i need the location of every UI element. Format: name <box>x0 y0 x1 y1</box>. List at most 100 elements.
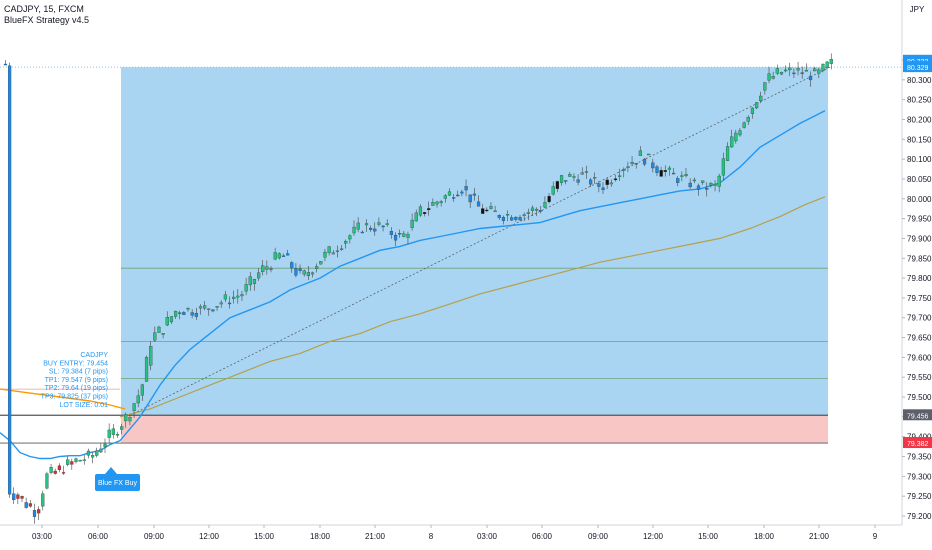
y-tick-label: 80.050 <box>907 175 932 184</box>
candle-body <box>829 59 833 64</box>
candle-body <box>705 188 709 190</box>
candle-body <box>410 219 414 228</box>
candle-body <box>203 305 207 309</box>
candle-body <box>53 470 57 474</box>
candle-body <box>663 170 667 172</box>
candle-body <box>360 231 364 234</box>
candle-body <box>493 210 497 213</box>
candle-body <box>66 459 70 465</box>
candle-body <box>323 251 327 258</box>
candle-body <box>298 268 302 271</box>
candle-body <box>290 262 294 269</box>
candle-body <box>775 68 779 74</box>
candle-body <box>20 496 24 499</box>
candle-body <box>281 255 286 257</box>
price-tag-entry-bg <box>903 409 932 421</box>
candle-body <box>178 312 182 314</box>
y-tick-label: 79.200 <box>907 512 932 521</box>
candle-body <box>435 201 439 205</box>
candle-body <box>252 279 257 284</box>
candle-body <box>70 461 74 465</box>
candle-body <box>551 186 555 195</box>
buy-signal: Blue FX Buy <box>95 467 140 491</box>
candle-body <box>522 214 526 216</box>
candle-body <box>526 212 530 214</box>
candle-body <box>124 414 128 422</box>
x-tick-label: 18:00 <box>754 532 775 541</box>
y-tick-label: 79.750 <box>907 294 932 303</box>
candle-body <box>339 248 344 250</box>
candle-body <box>422 212 427 214</box>
candle-body <box>510 217 514 221</box>
y-tick-label: 79.350 <box>907 453 932 462</box>
slow-ma-line <box>119 196 826 418</box>
candle-body <box>676 178 680 183</box>
candle-body <box>194 313 198 317</box>
candle-body <box>381 225 385 228</box>
candle-body <box>236 295 240 298</box>
candle-body <box>207 308 211 310</box>
candle-body <box>232 296 236 299</box>
y-tick-label: 79.900 <box>907 234 932 243</box>
candle-body <box>261 265 265 272</box>
x-tick-label: 03:00 <box>477 532 498 541</box>
candle-body <box>74 458 78 463</box>
candle-body <box>398 233 402 235</box>
price-tag-entry: 79.456 <box>907 413 929 420</box>
candle-body <box>497 215 501 218</box>
time-axis: 03:00 06:00 09:00 12:00 15:00 18:00 21:00 8 03:0… <box>0 524 902 541</box>
trade-zones <box>0 66 902 444</box>
trade-info-line: TP2: 79.64 (19 pips) <box>45 385 108 392</box>
loss-zone <box>121 415 828 444</box>
candle-body <box>784 69 788 72</box>
candle-body <box>414 212 418 222</box>
candle-body <box>215 306 219 308</box>
candle-body <box>447 191 452 196</box>
y-tick-label: 80.150 <box>907 135 932 144</box>
candle-body <box>443 195 447 199</box>
candle-body <box>107 429 111 438</box>
candle-body <box>41 493 45 507</box>
candle-body <box>584 171 589 173</box>
x-tick-label: 21:00 <box>365 532 386 541</box>
candle-body <box>140 384 144 396</box>
price-tag-top2: 80.329 <box>907 65 929 72</box>
candle-body <box>157 326 161 333</box>
candle-body <box>580 172 584 175</box>
candle-body <box>779 71 784 75</box>
candle-body <box>240 294 244 297</box>
candle-body <box>37 509 41 514</box>
candle-body <box>265 266 269 270</box>
candle-body <box>364 223 369 226</box>
candle-body <box>269 268 273 270</box>
candle-body <box>377 222 381 225</box>
candle-body <box>800 72 804 74</box>
candle-body <box>804 70 809 72</box>
candle-body <box>190 312 194 316</box>
candle-body <box>61 472 66 474</box>
y-tick-label: 79.300 <box>907 472 932 481</box>
candle-body <box>393 234 398 241</box>
candle-body <box>149 346 153 366</box>
candle-body <box>559 175 564 183</box>
candle-body <box>771 76 775 79</box>
candle-body <box>223 294 227 300</box>
candle-body <box>767 73 771 81</box>
trade-info-line: TP1: 79.547 (9 pips) <box>45 377 108 384</box>
moving-averages <box>0 110 826 460</box>
candle-body <box>763 82 767 91</box>
candle-body <box>535 208 539 211</box>
candle-body <box>647 153 651 156</box>
candle-body <box>132 403 136 411</box>
candle-body <box>99 448 103 453</box>
candle-body <box>344 240 348 244</box>
x-tick-label: 15:00 <box>254 532 275 541</box>
candle-body <box>369 227 373 230</box>
candle-body <box>294 268 298 276</box>
candle-body <box>622 169 626 171</box>
candle-body <box>57 465 62 470</box>
candle-body <box>78 460 82 462</box>
